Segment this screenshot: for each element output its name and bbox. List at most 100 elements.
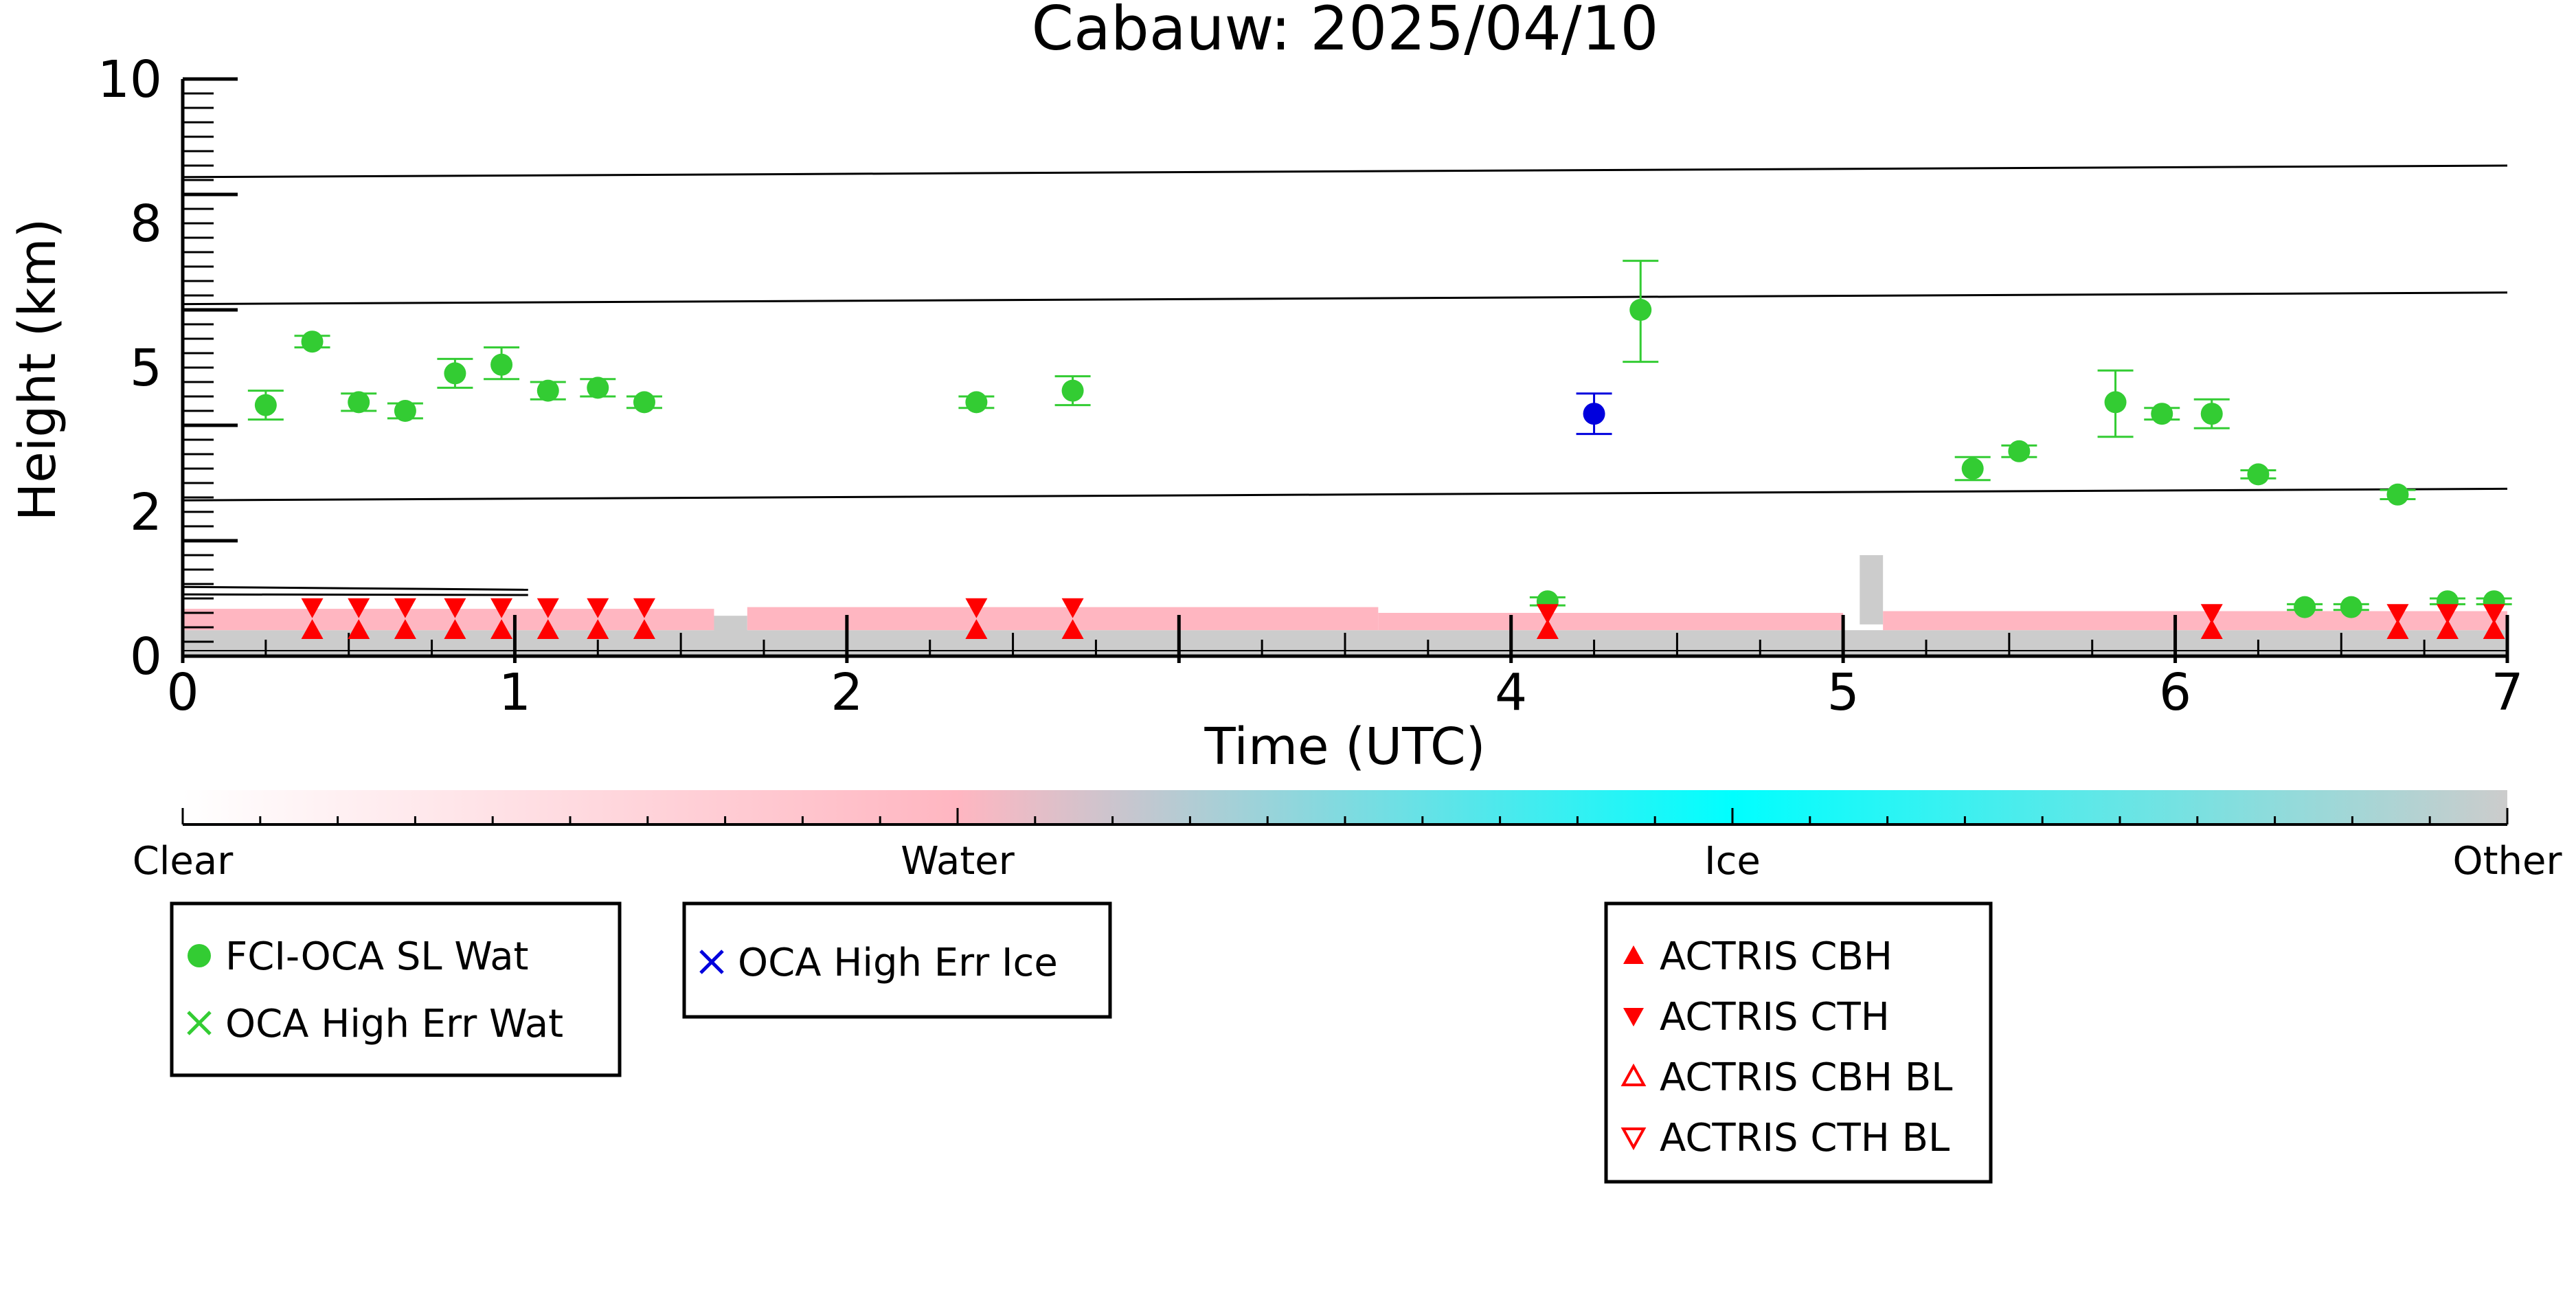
classification-band bbox=[1378, 613, 1844, 631]
actris-cbh-marker bbox=[2200, 619, 2223, 639]
classification-band bbox=[714, 616, 747, 651]
actris-cth-marker bbox=[2436, 604, 2459, 624]
legend-marker bbox=[1620, 1127, 1647, 1151]
actris-cbh-marker bbox=[444, 619, 466, 639]
classification-band bbox=[1860, 555, 1884, 625]
actris-cbh-marker bbox=[633, 619, 655, 639]
actris-cbh-marker bbox=[1061, 619, 1084, 639]
data-point bbox=[348, 391, 370, 414]
actris-cth-marker bbox=[2483, 604, 2505, 624]
data-point bbox=[536, 379, 559, 402]
x-tick-label: 4 bbox=[1495, 663, 1527, 722]
x-tick-label: 0 bbox=[166, 663, 199, 722]
chart-title: Cabauw: 2025/04/10 bbox=[1032, 0, 1659, 64]
y-axis-label: Height (km) bbox=[8, 218, 67, 521]
legend-box bbox=[170, 901, 622, 1077]
data-point bbox=[2340, 596, 2362, 618]
data-point bbox=[301, 330, 324, 353]
actris-cbh-marker bbox=[348, 619, 370, 639]
legend-label: ACTRIS CBH bbox=[1660, 934, 1893, 979]
legend-label: FCI-OCA SL Wat bbox=[225, 934, 529, 979]
legend-marker bbox=[1623, 945, 1644, 964]
reference-line bbox=[182, 593, 528, 596]
x-tick-label: 6 bbox=[2159, 663, 2191, 722]
legend-label: OCA High Err Wat bbox=[225, 1002, 563, 1046]
actris-cbh-marker bbox=[490, 619, 513, 639]
actris-cbh-marker bbox=[2386, 619, 2409, 639]
legend-marker bbox=[1623, 1008, 1644, 1026]
data-point bbox=[254, 394, 277, 416]
data-point bbox=[2008, 440, 2031, 462]
data-point bbox=[394, 400, 416, 422]
reference-line bbox=[182, 291, 2508, 306]
reference-line bbox=[182, 585, 528, 591]
actris-cth-marker bbox=[301, 598, 324, 618]
data-point bbox=[444, 362, 466, 385]
actris-cth-marker bbox=[1061, 598, 1084, 618]
actris-cbh-marker bbox=[536, 619, 559, 639]
legend-label: ACTRIS CBH BL bbox=[1660, 1055, 1952, 1100]
data-point bbox=[965, 391, 988, 414]
x-tick-label: 7 bbox=[2491, 663, 2523, 722]
actris-cth-marker bbox=[490, 598, 513, 618]
y-tick-label: 5 bbox=[130, 339, 162, 398]
actris-cth-marker bbox=[587, 598, 609, 618]
x-tick-label: 1 bbox=[499, 663, 531, 722]
actris-cbh-marker bbox=[1536, 619, 1559, 639]
actris-cth-marker bbox=[633, 598, 655, 618]
actris-cth-marker bbox=[965, 598, 988, 618]
colorbar-label: Water bbox=[901, 839, 1015, 884]
legend-box bbox=[682, 901, 1112, 1019]
actris-cbh-marker bbox=[394, 619, 416, 639]
actris-cbh-marker bbox=[301, 619, 324, 639]
data-point bbox=[1629, 299, 1652, 321]
actris-cbh-marker bbox=[587, 619, 609, 639]
classification-band bbox=[183, 609, 714, 631]
legend-marker bbox=[699, 950, 724, 974]
actris-cbh-marker bbox=[965, 619, 988, 639]
data-point bbox=[1961, 458, 1984, 480]
actris-cth-marker bbox=[536, 598, 559, 618]
x-tick-label: 5 bbox=[1827, 663, 1860, 722]
legend-box bbox=[1604, 901, 1993, 1184]
legend-label: ACTRIS CTH BL bbox=[1660, 1116, 1950, 1160]
data-point bbox=[1061, 379, 1084, 402]
legend-marker bbox=[187, 1011, 212, 1035]
colorbar-label: Ice bbox=[1704, 839, 1761, 884]
y-tick-label: 0 bbox=[130, 627, 162, 686]
data-point bbox=[587, 377, 609, 399]
legend-marker bbox=[1620, 1063, 1647, 1086]
actris-cbh-marker bbox=[2483, 619, 2505, 639]
data-point bbox=[2104, 391, 2127, 414]
y-tick-label: 10 bbox=[98, 50, 162, 109]
colorbar-label: Other bbox=[2452, 839, 2562, 884]
data-point bbox=[2294, 596, 2316, 618]
y-tick-label: 8 bbox=[130, 194, 162, 254]
data-point bbox=[2386, 483, 2409, 506]
classification-band bbox=[1883, 611, 2507, 631]
data-point bbox=[2151, 403, 2173, 425]
actris-cth-marker bbox=[394, 598, 416, 618]
x-tick-label: 2 bbox=[831, 663, 863, 722]
actris-cth-marker bbox=[1536, 604, 1559, 624]
legend-label: OCA High Err Ice bbox=[738, 941, 1058, 985]
reference-line bbox=[182, 487, 2508, 502]
reference-line bbox=[182, 164, 2508, 179]
data-point bbox=[490, 353, 513, 376]
classification-band bbox=[747, 607, 1379, 631]
actris-cth-marker bbox=[348, 598, 370, 618]
data-point bbox=[1583, 403, 1605, 425]
legend-label: ACTRIS CTH bbox=[1660, 995, 1890, 1040]
legend-marker bbox=[188, 944, 211, 967]
data-point bbox=[2200, 403, 2223, 425]
actris-cth-marker bbox=[444, 598, 466, 618]
colorbar-label: Clear bbox=[133, 839, 234, 884]
data-point bbox=[633, 391, 655, 414]
actris-cbh-marker bbox=[2436, 619, 2459, 639]
data-point bbox=[2247, 463, 2270, 486]
y-tick-label: 2 bbox=[130, 483, 162, 542]
actris-cth-marker bbox=[2386, 604, 2409, 624]
x-axis-label: Time (UTC) bbox=[1204, 717, 1485, 776]
